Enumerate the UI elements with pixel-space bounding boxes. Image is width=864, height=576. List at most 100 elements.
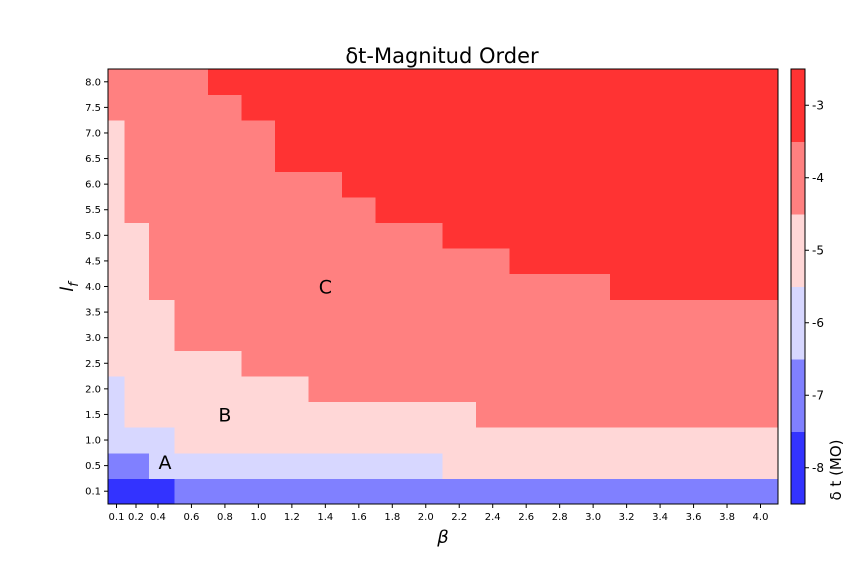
x-tick-label: 0.4	[150, 512, 166, 523]
heatmap-cell	[108, 350, 243, 377]
heatmap-cell	[108, 171, 125, 198]
y-axis-label-main: l	[57, 287, 78, 292]
y-axis-label: lf	[57, 280, 82, 292]
heatmap-cell	[108, 401, 125, 428]
y-tick-label: 1.5	[85, 410, 101, 421]
region-annotations: A B C	[159, 277, 332, 475]
heatmap-cell	[275, 145, 779, 172]
y-axis-ticks: 0.1 0.5 1.0 1.5 2.0 2.5 3.0 3.5 4.0 4.5 5.0 5.5 6.0 6…	[85, 77, 108, 498]
x-tick-label: 0.6	[183, 512, 199, 523]
heatmap-cell	[509, 248, 779, 275]
y-tick-label: 1.0	[85, 436, 101, 447]
x-tick-label: 3.8	[719, 512, 735, 523]
y-tick-label: 5.0	[85, 231, 101, 242]
heatmap-cell	[108, 120, 125, 147]
heatmap-cell	[149, 248, 510, 275]
y-tick-label: 4.0	[85, 282, 101, 293]
heatmap-cell	[124, 196, 377, 224]
heatmap-cell	[174, 478, 779, 505]
x-tick-label: 1.2	[284, 512, 300, 523]
heatmap-cell	[241, 350, 779, 377]
y-tick-label: 6.0	[85, 180, 101, 191]
x-tick-label: 0.2	[128, 512, 144, 523]
y-tick-label: 2.5	[85, 359, 101, 370]
colorbar-segment	[791, 141, 805, 215]
colorbar: -8 -7 -6 -5 -4 -3	[790, 68, 824, 505]
x-tick-label: 0.8	[217, 512, 233, 523]
heatmap-cell	[108, 324, 176, 351]
heatmap-cell	[174, 324, 779, 351]
heatmap-cell	[149, 273, 611, 300]
x-tick-label: 2.2	[451, 512, 467, 523]
colorbar-segment	[791, 214, 805, 287]
heatmap-cell	[108, 145, 125, 172]
heatmap-cell	[375, 196, 779, 224]
heatmap-cell	[124, 120, 276, 147]
heatmap-cell	[108, 94, 243, 121]
y-tick-label: 6.5	[85, 154, 101, 165]
heatmap-cell	[609, 273, 779, 300]
heatmap-cell	[275, 120, 779, 147]
y-tick-label: 3.5	[85, 308, 101, 319]
colorbar-frame	[790, 68, 806, 505]
x-tick-label: 2.8	[552, 512, 568, 523]
heatmap-cell	[124, 401, 477, 428]
heatmap-cell	[108, 248, 150, 275]
colorbar-tick-label: -3	[812, 98, 824, 112]
colorbar-segment	[791, 286, 805, 360]
colorbar-tick-label: -5	[812, 243, 824, 257]
x-tick-label: 1.8	[384, 512, 400, 523]
heatmap-cell	[108, 222, 150, 249]
x-axis-label: β	[436, 527, 449, 548]
x-tick-label: 3.2	[619, 512, 635, 523]
heatmap-cell	[124, 171, 343, 198]
x-tick-label: 2.4	[485, 512, 501, 523]
heatmap-cell	[108, 452, 150, 479]
x-tick-label: 3.4	[652, 512, 668, 523]
colorbar-tick-label: -4	[812, 171, 824, 185]
colorbar-segment	[791, 69, 805, 142]
x-tick-label: 2.0	[418, 512, 434, 523]
heatmap-cell	[108, 273, 150, 300]
colorbar-tick-label: -6	[812, 316, 824, 330]
y-tick-label: 0.1	[85, 487, 101, 498]
colorbar-label: δ t (MO)	[827, 439, 845, 500]
heatmap-cell	[108, 478, 176, 505]
y-tick-label: 7.5	[85, 103, 101, 114]
heatmap-cells	[108, 69, 779, 505]
colorbar-segment	[791, 431, 805, 505]
heatmap-cell	[174, 427, 779, 454]
y-axis-label-sub: f	[67, 280, 82, 287]
heatmap-cell	[149, 452, 443, 479]
heatmap-cell	[342, 171, 779, 198]
heatmap-cell	[108, 196, 125, 224]
region-label: C	[319, 277, 332, 299]
region-label: B	[218, 404, 231, 426]
colorbar-tick-label: -7	[812, 388, 824, 402]
x-tick-label: 1.0	[250, 512, 266, 523]
heatmap-cell	[108, 376, 125, 403]
heatmap-cell	[308, 376, 779, 403]
colorbar-segment	[791, 359, 805, 432]
heatmap-cell	[124, 145, 276, 172]
x-axis-ticks: 0.1 0.2 0.4 0.6 0.8 1.0 1.2 1.4 1.6 1.8 2.0 2.2 2.4 2…	[109, 504, 768, 523]
y-tick-label: 5.5	[85, 205, 101, 216]
heatmap-cell	[108, 69, 209, 96]
y-tick-label: 0.5	[85, 461, 101, 472]
heatmap-cell	[241, 94, 779, 121]
x-tick-label: 0.1	[109, 512, 125, 523]
heatmap-cell	[174, 299, 779, 326]
y-tick-label: 3.0	[85, 333, 101, 344]
x-tick-label: 3.0	[585, 512, 601, 523]
heatmap-cell	[442, 452, 779, 479]
chart-title: δt-Magnitud Order	[345, 44, 539, 68]
svg-text:δ t (MO): δ t (MO)	[827, 439, 845, 500]
x-tick-label: 3.6	[686, 512, 702, 523]
x-tick-label: 1.4	[317, 512, 333, 523]
y-tick-label: 4.5	[85, 256, 101, 267]
heatmap-cell	[108, 427, 176, 454]
svg-text:lf: lf	[57, 280, 82, 292]
x-tick-label: 1.6	[351, 512, 367, 523]
y-tick-label: 2.0	[85, 384, 101, 395]
